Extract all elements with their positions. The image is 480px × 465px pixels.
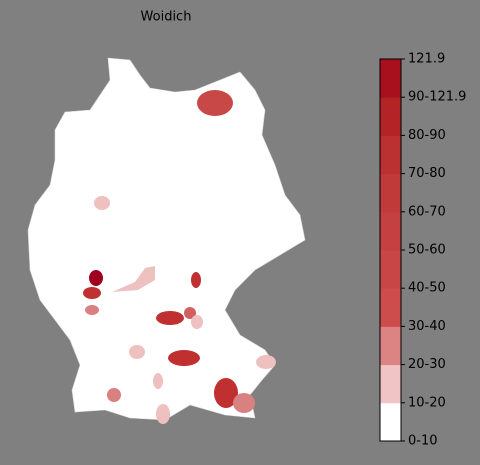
- district: [233, 393, 255, 413]
- district: [85, 305, 99, 315]
- map-title: Woidich: [141, 10, 192, 25]
- colorbar-label: 121.9: [408, 52, 445, 67]
- colorbar-band: [380, 211, 401, 251]
- colorbar-band: [380, 173, 401, 213]
- colorbar-label: 90-121.9: [408, 90, 466, 105]
- district: [184, 307, 196, 319]
- colorbar-label: 20-30: [408, 357, 446, 372]
- colorbar-label: 80-90: [408, 128, 446, 143]
- colorbar-label: 40-50: [408, 281, 446, 296]
- colorbar-band: [380, 402, 401, 442]
- colorbar: 0-10 10-20 20-30 30-40 40-50 50-60 60-70 70-80 8…: [379, 52, 466, 449]
- district: [214, 378, 238, 408]
- germany-map: [27, 57, 306, 424]
- colorbar-label: 70-80: [408, 166, 446, 181]
- district: [153, 373, 163, 389]
- colorbar-band: [380, 97, 401, 136]
- district: [89, 270, 103, 286]
- colorbar-band: [380, 326, 401, 366]
- district: [156, 404, 170, 424]
- colorbar-label: 50-60: [408, 243, 446, 258]
- district: [129, 345, 145, 359]
- colorbar-band: [380, 364, 401, 404]
- district: [191, 272, 201, 288]
- colorbar-label: 30-40: [408, 319, 446, 334]
- colorbar-label: 10-20: [408, 395, 446, 410]
- district: [156, 311, 184, 325]
- district: [256, 355, 276, 369]
- colorbar-label: 60-70: [408, 204, 446, 219]
- district: [197, 90, 233, 116]
- colorbar-band: [380, 288, 401, 327]
- colorbar-label: 0-10: [408, 434, 438, 449]
- district: [168, 350, 200, 366]
- district: [112, 266, 155, 292]
- colorbar-band: [380, 59, 401, 98]
- district: [191, 315, 203, 329]
- district: [107, 388, 121, 402]
- district: [94, 196, 110, 210]
- colorbar-band: [380, 250, 401, 289]
- colorbar-band: [380, 135, 401, 175]
- district: [83, 287, 101, 299]
